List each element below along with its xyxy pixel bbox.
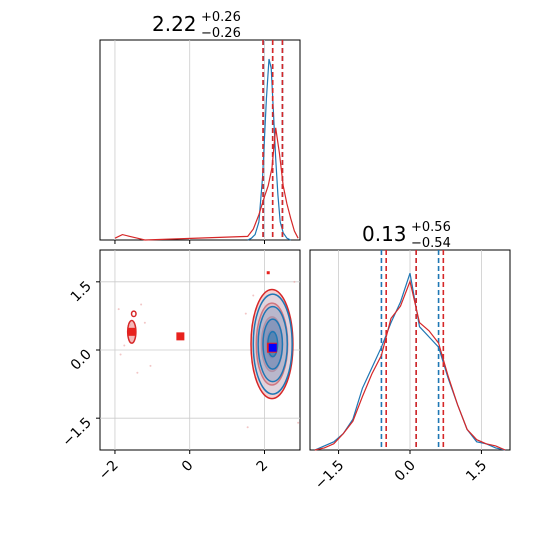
title-param-2: 0.13 +0.56 −0.54 bbox=[362, 220, 451, 251]
title-value: 0.13 bbox=[362, 222, 407, 246]
red-marker bbox=[127, 327, 136, 336]
x-tick-label: −2 bbox=[96, 458, 122, 484]
scatter-point bbox=[244, 312, 247, 315]
histogram-series-1 bbox=[247, 58, 291, 241]
scatter-point bbox=[117, 308, 120, 311]
red-marker bbox=[266, 271, 270, 275]
title-value: 2.22 bbox=[152, 12, 197, 36]
title-upper: +0.56 bbox=[411, 220, 451, 235]
x-tick-label: 0 bbox=[179, 458, 197, 476]
scatter-point bbox=[136, 371, 139, 374]
y-tick-label: −1.5 bbox=[59, 415, 94, 450]
y-tick-label: 0.0 bbox=[68, 347, 95, 374]
red-marker bbox=[176, 332, 185, 341]
marginal-panel-top bbox=[99, 39, 301, 241]
scatter-point bbox=[297, 421, 300, 424]
title-lower: −0.54 bbox=[411, 236, 451, 251]
blue-marker-main bbox=[268, 343, 277, 352]
y-tick-label: 1.5 bbox=[68, 278, 95, 305]
scatter-point bbox=[128, 324, 131, 326]
title-upper: +0.26 bbox=[201, 10, 241, 25]
histogram-series-2 bbox=[314, 279, 506, 451]
contour-red-secondary bbox=[130, 310, 137, 318]
chart-marks bbox=[114, 40, 506, 451]
title-param-1: 2.22 +0.26 −0.26 bbox=[152, 10, 241, 41]
scatter-point bbox=[119, 353, 122, 356]
scatter-point bbox=[143, 321, 146, 324]
x-tick-label: 0.0 bbox=[392, 458, 419, 485]
x-tick-label: −1.5 bbox=[312, 458, 347, 493]
scatter-point bbox=[140, 303, 143, 306]
scatter-point bbox=[252, 294, 255, 297]
scatter-point bbox=[246, 426, 249, 429]
scatter-point bbox=[293, 280, 296, 283]
x-tick-label: 2 bbox=[254, 458, 272, 476]
scatter-point bbox=[123, 344, 126, 347]
scatter-point bbox=[149, 364, 152, 367]
joint-contours bbox=[117, 271, 300, 429]
title-lower: −0.26 bbox=[201, 26, 241, 41]
tick-marks bbox=[96, 240, 482, 454]
x-tick-label: 1.5 bbox=[463, 458, 490, 485]
histogram-series-2 bbox=[114, 127, 299, 241]
